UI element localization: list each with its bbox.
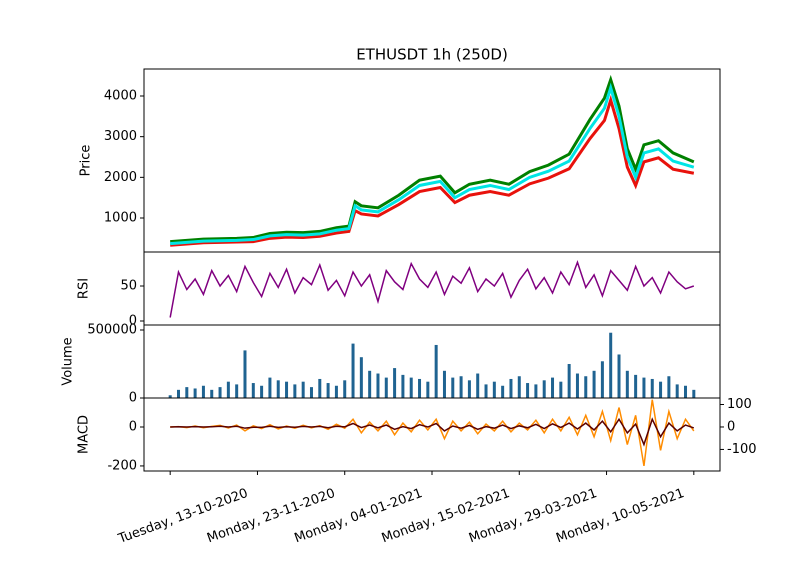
line [169,259,695,318]
bar [692,389,696,398]
bar [376,373,380,398]
y2-tick-label: -100 [727,442,757,457]
bar [226,381,230,398]
bar [210,389,214,398]
bar [393,368,397,398]
bar [176,389,180,398]
y-tick-label: 4000 [104,89,137,104]
bar [526,383,530,398]
plot-area [168,332,696,398]
y-tick-label: 0 [129,420,137,435]
bar [492,381,496,398]
bar [276,380,280,398]
bar [309,387,313,398]
bar [359,357,363,398]
y-tick-label: 0 [129,314,137,329]
bar [600,361,604,398]
y-tick-label: 3000 [104,129,137,144]
bar [201,385,205,398]
y-tick-label: 2000 [104,170,137,185]
bar [235,384,239,398]
bar [384,377,388,398]
line [170,74,695,244]
bar [218,387,222,398]
bar [551,377,555,398]
bar [243,350,247,398]
line [170,417,695,447]
bar [326,383,330,398]
line [170,94,695,247]
y-axis-title: Price [79,145,94,177]
bar [642,377,646,398]
bar [575,373,579,398]
plot-area [170,399,695,467]
bar [584,376,588,398]
bar [467,380,471,398]
bar [268,377,272,398]
bar [675,384,679,398]
y-tick-label: 50 [120,279,137,294]
bar [567,364,571,398]
bar [426,381,430,398]
bar [476,373,480,398]
bar [609,332,613,398]
bar [168,395,172,398]
bar [559,381,563,398]
bar [251,383,255,398]
bar [401,374,405,398]
bar [542,380,546,398]
chart-title: ETHUSDT 1h (250D) [356,46,508,64]
y2-tick-label: 100 [727,397,752,412]
bar [368,370,372,398]
bar [185,387,189,398]
bar [517,376,521,398]
y2-tick-label: 0 [727,419,735,434]
bar [650,378,654,398]
bar [684,385,688,398]
bar [534,384,538,398]
bar [343,380,347,398]
y-tick-label: 500000 [87,323,137,338]
bar [301,381,305,398]
bar [451,377,455,398]
bar [659,381,663,398]
bar [409,377,413,398]
bar [484,384,488,398]
bar [667,376,671,398]
plot-area [169,259,695,318]
bar [260,385,264,398]
bar [459,376,463,398]
bar [418,378,422,398]
bar [318,378,322,398]
bar [285,381,289,398]
plot-area [170,74,695,247]
bar [193,388,197,398]
y-axis-title: Volume [61,337,76,385]
y-tick-label: -200 [107,458,137,473]
bar [634,374,638,398]
bar [334,385,338,398]
bar [293,384,297,398]
y-axis-title: RSI [77,278,92,299]
bar [625,370,629,398]
line [170,82,695,246]
y-axis-title: MACD [77,415,92,454]
bar [442,370,446,398]
bar [501,385,505,398]
bar [592,370,596,398]
y-tick-label: 1000 [104,211,137,226]
bar [509,378,513,398]
bar [434,344,438,398]
y-tick-label: 0 [129,391,137,406]
bar [351,343,355,398]
bar [617,354,621,398]
